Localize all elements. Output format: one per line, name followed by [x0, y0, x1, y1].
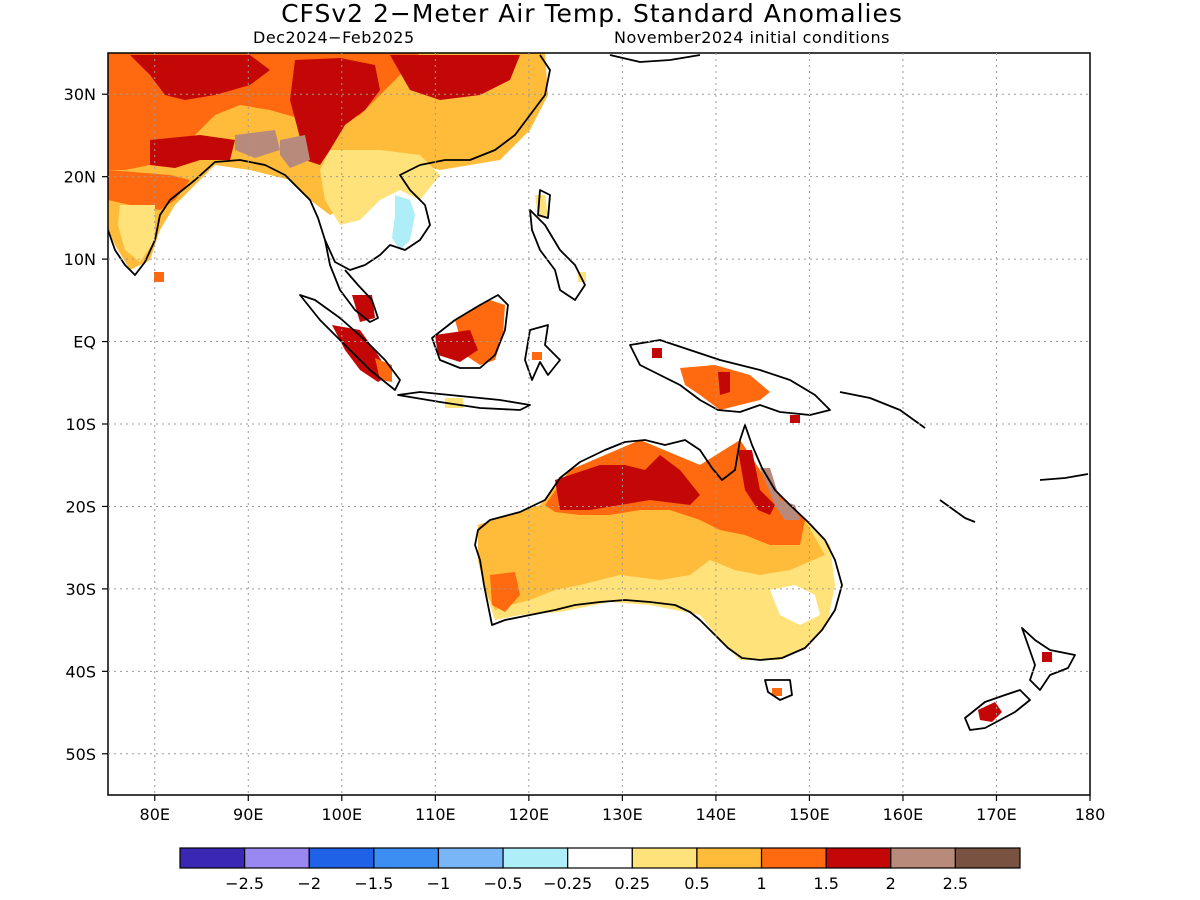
forecast-period: Dec2024−Feb2025 [253, 28, 415, 47]
coastlines [108, 54, 1089, 731]
y-tick-label: 10S [65, 415, 96, 434]
x-tick-label: 90E [233, 805, 263, 824]
colorbar-label: −0.25 [543, 874, 592, 893]
colorbar-swatch [760, 847, 827, 869]
colorbar-swatch [567, 847, 633, 869]
y-tick-label: 10N [64, 250, 96, 269]
taiwan-coast [537, 189, 551, 219]
asia-very-strong-1 [130, 55, 270, 100]
japan-coast [609, 54, 701, 63]
x-tick-label: 130E [602, 805, 643, 824]
australia-very-strong-north [555, 455, 700, 510]
asia-very-strong-2 [290, 58, 380, 165]
sulawesi-anomaly [532, 352, 542, 360]
australia-strong-west [490, 572, 520, 612]
colorbar-label: −2.5 [225, 874, 264, 893]
x-tick-label: 80E [140, 805, 170, 824]
indochina-light [320, 150, 440, 225]
india-light-tip [118, 205, 155, 262]
x-tick-label: 170E [976, 805, 1017, 824]
colorbar-label: 1.5 [813, 874, 838, 893]
colorbar-label: 2 [886, 874, 896, 893]
colorbar-label: 1 [756, 874, 766, 893]
nz-north-coast [1021, 627, 1076, 691]
asia-extreme-1 [235, 130, 280, 158]
colorbar: −2.5 −2 −1.5 −1 −0.5 −0.25 0.25 0.5 1 1.5 2 2.5 [179, 847, 1021, 893]
initial-conditions: November2024 initial conditions [614, 28, 890, 47]
y-tick-label: 50S [65, 745, 96, 764]
colorbar-label: 2.5 [943, 874, 968, 893]
sulawesi-coast [524, 324, 561, 381]
vietnam-cool [392, 195, 415, 250]
y-tick-label: EQ [73, 333, 96, 352]
colorbar-swatch [502, 847, 569, 869]
colorbar-label: −0.5 [484, 874, 523, 893]
tasmania-coast [764, 679, 793, 701]
x-tick-label: 180 [1075, 805, 1106, 824]
colorbar-swatch [179, 847, 246, 869]
australia-coast [474, 424, 843, 661]
colorbar-swatch [825, 847, 892, 869]
colorbar-label: −1 [427, 874, 451, 893]
longitude-ticks: 80E 90E 100E 110E 120E 130E 140E 150E 160E 170E 18… [140, 795, 1106, 824]
australia-white-patch [770, 585, 820, 625]
x-tick-label: 160E [883, 805, 924, 824]
sumatra-anomaly [332, 325, 390, 382]
colorbar-label: −2 [297, 874, 321, 893]
asia-extreme-2 [280, 135, 310, 168]
asia-very-strong-4 [150, 135, 235, 168]
nz-south-coast [964, 689, 1031, 731]
newguinea-coast [629, 339, 831, 416]
chart-title: CFSv2 2−Meter Air Temp. Standard Anomali… [281, 0, 903, 28]
australia-very-strong-east [738, 450, 775, 515]
colorbar-swatch [244, 847, 310, 869]
y-tick-label: 40S [65, 662, 96, 681]
malay-peninsula [324, 239, 379, 323]
sumatra-coast [299, 294, 401, 391]
newguinea-very-strong [718, 372, 730, 395]
java-coast [397, 391, 531, 411]
colorbar-swatch [954, 847, 1021, 869]
graticule [108, 53, 1090, 795]
y-tick-label: 30N [64, 85, 96, 104]
x-tick-label: 120E [509, 805, 550, 824]
colorbar-label: 0.5 [684, 874, 709, 893]
pacific-islands [839, 391, 1089, 523]
colorbar-swatch [890, 847, 956, 869]
x-tick-label: 150E [789, 805, 830, 824]
srilanka-anomaly [154, 272, 164, 282]
png-anomaly [790, 415, 800, 423]
anomaly-shading [108, 53, 1052, 722]
colorbar-swatch [631, 847, 698, 869]
x-tick-label: 140E [696, 805, 737, 824]
colorbar-label: 0.25 [614, 874, 650, 893]
borneo-very-strong [435, 330, 478, 362]
y-tick-label: 20N [64, 168, 96, 187]
y-tick-label: 30S [65, 580, 96, 599]
tasmania-anomaly [772, 688, 782, 696]
colorbar-swatch [437, 847, 504, 869]
nz-north-anomaly [1042, 652, 1052, 662]
x-tick-label: 110E [415, 805, 456, 824]
colorbar-swatch [696, 847, 763, 869]
colorbar-label: −1.5 [354, 874, 393, 893]
latitude-ticks: 30N 20N 10N EQ 10S 20S 30S 40S 50S [64, 85, 108, 764]
colorbar-swatch [308, 847, 375, 869]
x-tick-label: 100E [321, 805, 362, 824]
asia-coastline [108, 54, 551, 276]
asia-very-strong-3 [390, 55, 520, 100]
malaya-anomaly [352, 295, 375, 322]
newguinea-west [652, 348, 662, 358]
java-light [445, 398, 463, 408]
taiwan-light [535, 195, 548, 218]
colorbar-swatch [373, 847, 440, 869]
borneo-coast [431, 294, 509, 369]
philippines-coast [529, 209, 586, 301]
y-tick-label: 20S [65, 497, 96, 516]
